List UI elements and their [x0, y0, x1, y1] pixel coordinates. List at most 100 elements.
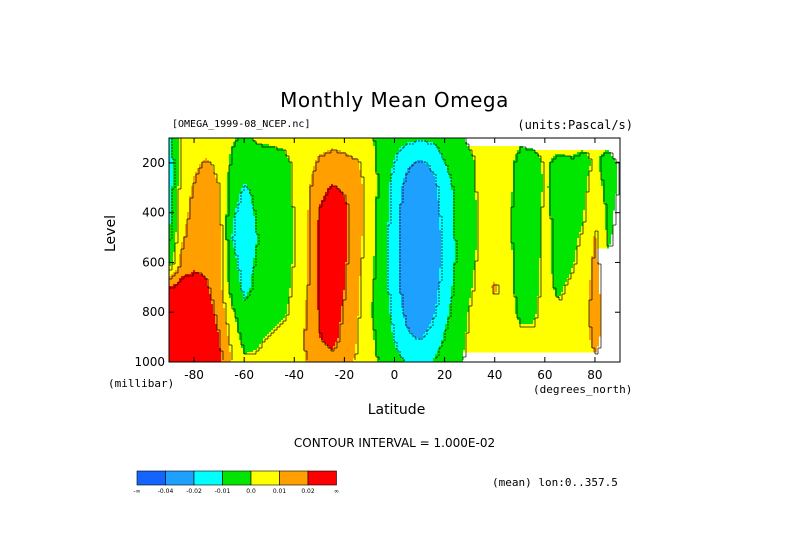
contour-band-cell [291, 172, 313, 175]
contour-band-cell [399, 220, 439, 223]
contour-band-cell [473, 286, 491, 289]
contour-band-cell [347, 208, 363, 211]
contour-band-cell [169, 310, 213, 313]
contour-band-cell [475, 250, 513, 253]
contour-band-cell [317, 270, 345, 273]
contour-band-cell [375, 152, 397, 155]
contour-band-cell [511, 246, 541, 249]
contour-band-cell [539, 266, 551, 269]
contour-band-cell [169, 322, 215, 325]
contour-band-cell [189, 206, 219, 209]
contour-band-cell [319, 208, 347, 211]
contour-band-cell [373, 142, 407, 145]
contour-band-cell [317, 284, 345, 287]
contour-band-cell [319, 332, 339, 335]
contour-band-cell [293, 254, 307, 257]
contour-band-cell [471, 294, 515, 297]
contour-band-cell [549, 198, 585, 201]
contour-band-cell [317, 300, 343, 303]
contour-band-cell [179, 150, 231, 153]
contour-band-cell [607, 240, 611, 243]
contour-band-cell [237, 206, 253, 209]
contour-band-cell [361, 236, 375, 239]
contour-band-cell [307, 212, 319, 215]
contour-band-cell [237, 258, 253, 261]
contour-band-cell [439, 348, 465, 351]
contour-band-cell [425, 162, 445, 165]
contour-band-cell [219, 186, 227, 189]
contour-band-cell [403, 358, 433, 361]
contour-band-cell [493, 282, 495, 285]
contour-band-cell [399, 266, 441, 269]
contour-band-cell [441, 262, 453, 265]
contour-band-cell [589, 288, 599, 291]
contour-band-cell [227, 324, 237, 327]
contour-band-cell [179, 254, 221, 257]
contour-band-cell [253, 350, 305, 353]
contour-band-cell [237, 264, 253, 267]
contour-band-cell [377, 176, 391, 179]
contour-band-cell [543, 186, 547, 189]
contour-band-cell [511, 226, 541, 229]
contour-band-cell [169, 284, 173, 287]
contour-band-cell [323, 340, 337, 343]
contour-band-cell [377, 192, 389, 195]
contour-band-cell [359, 310, 371, 313]
contour-band-cell [169, 138, 171, 141]
contour-band-cell [403, 312, 435, 315]
contour-band-cell [347, 248, 361, 251]
contour-band-cell [399, 250, 441, 253]
contour-band-cell [511, 244, 541, 247]
contour-band-cell [583, 212, 605, 215]
contour-band-cell [313, 172, 361, 175]
contour-band-cell [221, 256, 227, 259]
contour-band-cell [357, 322, 373, 325]
contour-band-cell [363, 204, 375, 207]
contour-band-cell [239, 334, 267, 337]
contour-band-cell [169, 270, 175, 273]
contour-band-cell [211, 162, 229, 165]
contour-band-cell [541, 242, 551, 245]
contour-band-cell [401, 300, 437, 303]
contour-band-cell [513, 178, 543, 181]
contour-band-cell [577, 240, 593, 243]
contour-band-cell [549, 162, 591, 165]
contour-band-cell [407, 170, 431, 173]
contour-band-cell [293, 252, 307, 255]
contour-band-cell [581, 226, 605, 229]
contour-band-cell [437, 292, 451, 295]
contour-band-cell [169, 256, 173, 259]
contour-band-cell [435, 306, 449, 309]
contour-band-cell [345, 280, 359, 283]
file-label: [OMEGA_1999-08_NCEP.nc] [172, 119, 311, 130]
contour-band-cell [217, 324, 227, 327]
contour-band-cell [437, 350, 463, 353]
contour-band-cell [393, 338, 419, 341]
contour-band-cell [285, 314, 305, 317]
contour-band-cell [289, 158, 317, 161]
contour-band-cell [417, 160, 423, 163]
contour-band-cell [401, 190, 437, 193]
contour-band-cell [169, 316, 215, 319]
contour-band-cell [347, 238, 361, 241]
contour-band-cell [387, 280, 399, 283]
contour-band-cell [309, 186, 329, 189]
contour-band-cell [343, 292, 359, 295]
contour-band-cell [387, 290, 399, 293]
contour-band-cell [551, 236, 579, 239]
contour-band-cell [401, 304, 435, 307]
contour-band-cell [359, 314, 371, 317]
contour-band-cell [177, 210, 189, 213]
contour-band-cell [591, 264, 599, 267]
contour-band-cell [171, 142, 179, 145]
colorbar-label: 0.02 [301, 488, 315, 495]
contour-band-cell [243, 352, 247, 355]
contour-band-cell [175, 238, 183, 241]
contour-band-cell [517, 314, 535, 317]
contour-band-cell [441, 266, 453, 269]
contour-band-cell [179, 184, 193, 187]
contour-band-cell [233, 230, 255, 233]
contour-band-cell [371, 316, 391, 319]
contour-band-cell [317, 240, 347, 243]
